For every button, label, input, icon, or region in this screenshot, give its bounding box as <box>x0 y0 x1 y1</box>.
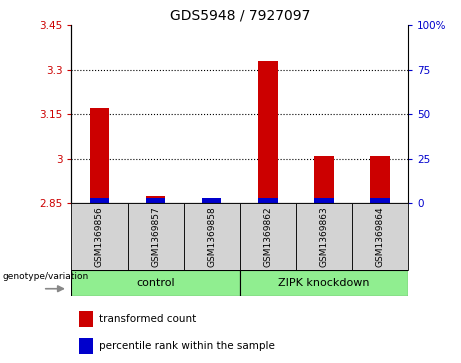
Bar <box>146 196 165 203</box>
Text: control: control <box>136 278 175 288</box>
Bar <box>90 198 109 203</box>
Bar <box>79 311 93 327</box>
Text: genotype/variation: genotype/variation <box>3 272 89 281</box>
Text: GSM1369857: GSM1369857 <box>151 207 160 267</box>
Text: GSM1369864: GSM1369864 <box>375 207 384 267</box>
Bar <box>90 109 109 203</box>
Text: GSM1369856: GSM1369856 <box>95 207 104 267</box>
Bar <box>314 156 334 203</box>
Bar <box>258 198 278 203</box>
Text: ZIPK knockdown: ZIPK knockdown <box>278 278 370 288</box>
FancyBboxPatch shape <box>71 203 128 270</box>
FancyBboxPatch shape <box>128 203 183 270</box>
Text: GSM1369858: GSM1369858 <box>207 207 216 267</box>
Bar <box>314 198 334 203</box>
Text: transformed count: transformed count <box>99 314 196 324</box>
FancyBboxPatch shape <box>352 203 408 270</box>
FancyBboxPatch shape <box>71 270 240 296</box>
Title: GDS5948 / 7927097: GDS5948 / 7927097 <box>170 9 310 23</box>
Bar <box>146 198 165 203</box>
Text: percentile rank within the sample: percentile rank within the sample <box>99 341 274 351</box>
Bar <box>370 156 390 203</box>
FancyBboxPatch shape <box>183 203 240 270</box>
FancyBboxPatch shape <box>296 203 352 270</box>
Bar <box>202 198 221 203</box>
Text: GSM1369862: GSM1369862 <box>263 207 272 267</box>
Bar <box>79 338 93 354</box>
FancyBboxPatch shape <box>240 270 408 296</box>
Bar <box>370 198 390 203</box>
Bar <box>258 61 278 203</box>
FancyBboxPatch shape <box>240 203 296 270</box>
Text: GSM1369863: GSM1369863 <box>319 207 328 267</box>
